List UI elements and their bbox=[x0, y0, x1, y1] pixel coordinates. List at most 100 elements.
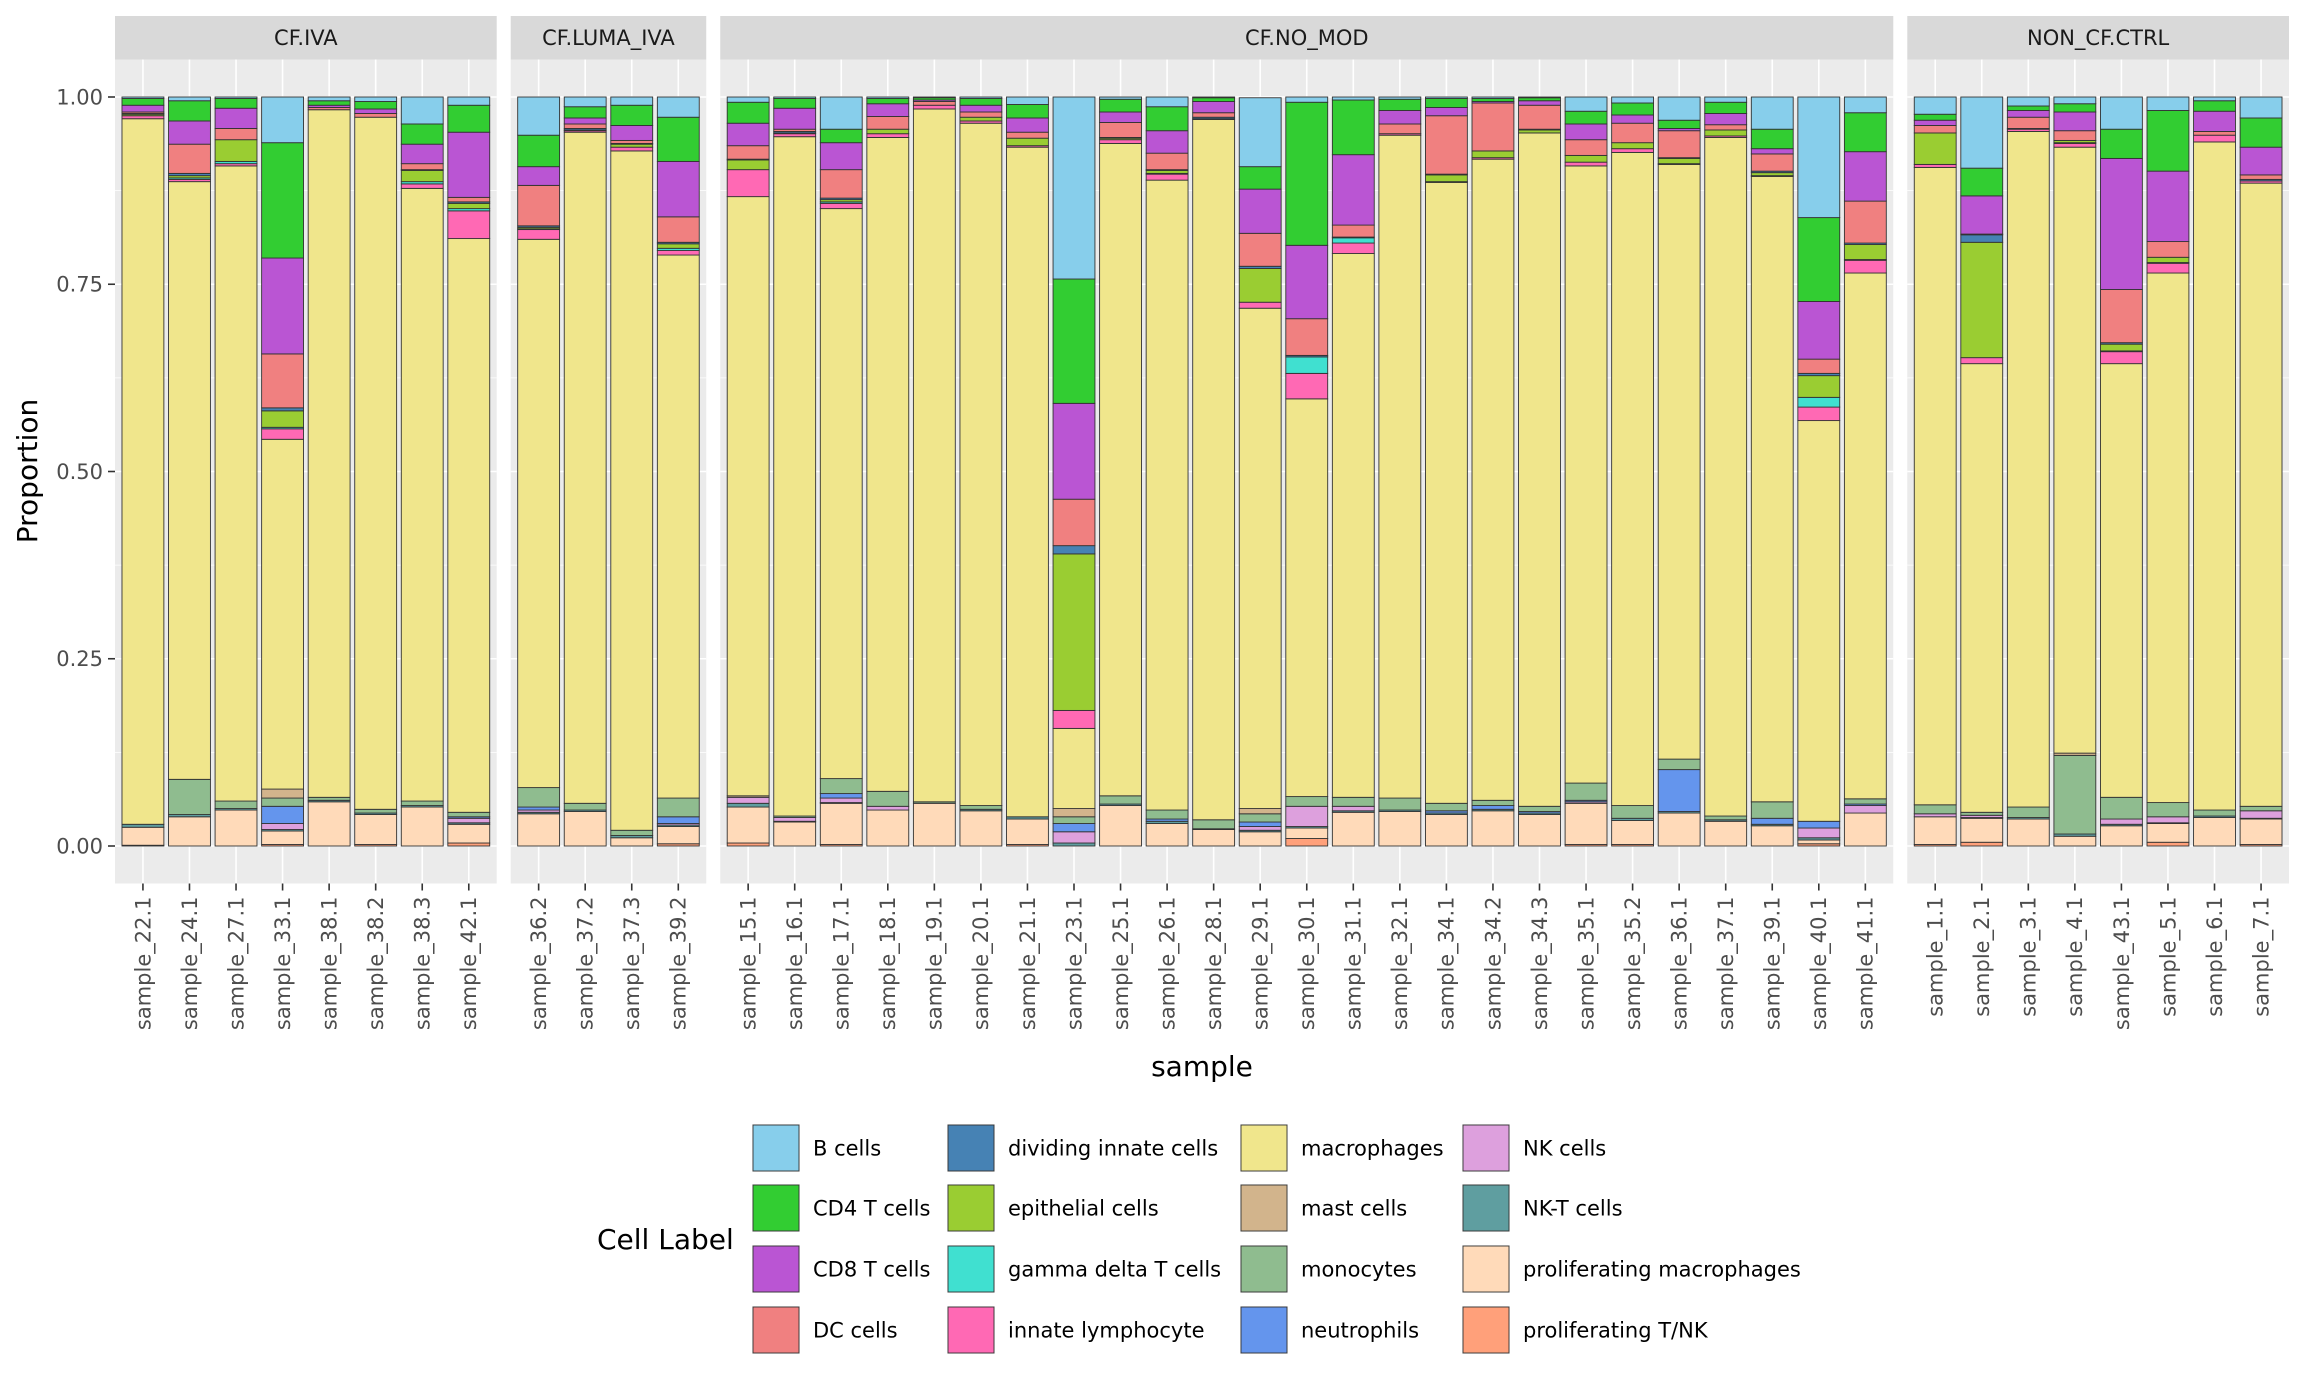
bar-segment-dc-cells bbox=[1099, 122, 1142, 138]
bar-segment-monocytes bbox=[959, 805, 1003, 810]
bar-segment-cd8-t-cells bbox=[1797, 301, 1841, 360]
bar-segment-monocytes bbox=[563, 802, 607, 811]
bar-segment-dc-cells bbox=[1331, 224, 1375, 238]
facet-strip-label: CF.IVA bbox=[274, 26, 338, 50]
bar-segment-epithelial-cells bbox=[1425, 174, 1468, 183]
bar-sample-37-3 bbox=[610, 96, 654, 847]
bar-segment-cd4-t-cells bbox=[1704, 101, 1748, 114]
bar-segment-b-cells bbox=[1331, 96, 1375, 101]
bar-segment-macrophages bbox=[866, 136, 910, 792]
bar-segment-epithelial-cells bbox=[959, 116, 1003, 122]
bar-segment-nk-cells bbox=[2146, 816, 2190, 824]
bar-sample-38-2 bbox=[354, 96, 398, 847]
bar-segment-monocytes bbox=[354, 808, 398, 814]
bar-segment-monocytes bbox=[1843, 798, 1887, 805]
bar-segment-dc-cells bbox=[1750, 153, 1794, 172]
legend-label: macrophages bbox=[1301, 1136, 1444, 1160]
bar-sample-23-1 bbox=[1052, 96, 1096, 847]
bar-segment-nk-cells bbox=[819, 797, 863, 804]
bar-segment-innate-lymphocyte bbox=[1960, 357, 2004, 365]
legend-entry-dividing-innate-cells: dividing innate cells bbox=[947, 1124, 1218, 1172]
bar-segment-dc-cells bbox=[912, 101, 956, 106]
bar-segment-innate-lymphocyte bbox=[656, 250, 700, 256]
bar-sample-32-1 bbox=[1378, 96, 1422, 847]
bar-segment-monocytes bbox=[1750, 801, 1794, 819]
bar-segment-innate-lymphocyte bbox=[2053, 142, 2097, 148]
bar-segment-neutrophils bbox=[1797, 820, 1841, 829]
bar-sample-35-1 bbox=[1564, 96, 1608, 847]
bar-segment-b-cells bbox=[2146, 96, 2190, 111]
legend-entry-neutrophils: neutrophils bbox=[1240, 1306, 1419, 1354]
bar-segment-proliferating-macrophages bbox=[1099, 805, 1142, 847]
y-axis-title: Proportion bbox=[11, 399, 44, 543]
bar-sample-36-1 bbox=[1657, 96, 1701, 847]
x-tick-label: sample_23.1 bbox=[1062, 897, 1087, 1031]
bar-sample-34-1 bbox=[1425, 96, 1468, 847]
x-tick-label: sample_22.1 bbox=[131, 897, 156, 1031]
x-tick-label: sample_7.1 bbox=[2249, 897, 2274, 1017]
bar-segment-monocytes bbox=[1425, 802, 1468, 812]
bar-segment-cd4-t-cells bbox=[959, 98, 1003, 106]
bar-segment-cd8-t-cells bbox=[1145, 130, 1189, 154]
bar-segment-b-cells bbox=[2100, 96, 2143, 130]
bar-segment-cd4-t-cells bbox=[2053, 103, 2097, 113]
bar-segment-monocytes bbox=[819, 778, 863, 795]
bar-segment-monocytes bbox=[656, 797, 700, 818]
bar-segment-dc-cells bbox=[1285, 318, 1329, 356]
y-axis: 0.00 0.25 0.50 0.75 1.00 bbox=[56, 85, 115, 858]
bar-segment-cd8-t-cells bbox=[1052, 402, 1096, 500]
bar-segment-cd8-t-cells bbox=[447, 131, 491, 198]
bar-segment-macrophages bbox=[1843, 272, 1887, 800]
bar-segment-proliferating-macrophages bbox=[168, 816, 211, 847]
legend-key-swatch bbox=[752, 1245, 800, 1293]
legend-entry-nk-t-cells: NK-T cells bbox=[1462, 1184, 1623, 1232]
bar-segment-cd8-t-cells bbox=[1285, 244, 1329, 320]
bar-segment-proliferating-macrophages bbox=[1657, 812, 1701, 847]
legend-key-swatch bbox=[947, 1124, 995, 1172]
bar-segment-b-cells bbox=[2053, 96, 2097, 105]
bar-segment-dc-cells bbox=[1425, 115, 1468, 175]
x-tick-label: sample_34.1 bbox=[1435, 897, 1460, 1031]
bar-segment-cd4-t-cells bbox=[610, 104, 654, 126]
bar-segment-proliferating-macrophages bbox=[610, 837, 654, 847]
bar-segment-epithelial-cells bbox=[214, 139, 258, 162]
bar-segment-innate-lymphocyte bbox=[2100, 351, 2143, 365]
bar-sample-1-1 bbox=[1913, 96, 1957, 847]
bar-segment-macrophages bbox=[2239, 182, 2283, 807]
bar-segment-monocytes bbox=[168, 778, 211, 815]
bar-segment-cd4-t-cells bbox=[447, 104, 491, 133]
x-tick-label: sample_32.1 bbox=[1388, 897, 1413, 1031]
bar-segment-b-cells bbox=[214, 96, 258, 99]
bar-segment-nk-cells bbox=[1238, 826, 1282, 831]
bar-segment-innate-lymphocyte bbox=[2193, 134, 2236, 143]
bar-segment-b-cells bbox=[1192, 96, 1236, 99]
bar-segment-monocytes bbox=[1238, 813, 1282, 823]
bar-segment-monocytes bbox=[1145, 809, 1189, 820]
bar-sample-6-1 bbox=[2193, 96, 2236, 847]
bar-segment-b-cells bbox=[168, 96, 211, 102]
bar-segment-proliferating-macrophages bbox=[819, 802, 863, 845]
y-tick-label: 0.00 bbox=[56, 834, 103, 858]
legend-label: neutrophils bbox=[1301, 1318, 1419, 1342]
bar-segment-gamma-delta-t-cells bbox=[1797, 396, 1841, 408]
bar-segment-dc-cells bbox=[447, 196, 491, 203]
bar-segment-innate-lymphocyte bbox=[610, 146, 654, 152]
bar-segment-proliferating-macrophages bbox=[400, 806, 444, 847]
bar-segment-neutrophils bbox=[819, 793, 863, 799]
bar-segment-nk-cells bbox=[2100, 818, 2143, 825]
bar-segment-proliferating-macrophages bbox=[2239, 818, 2283, 845]
bar-sample-41-1 bbox=[1843, 96, 1887, 847]
bar-segment-cd8-t-cells bbox=[1843, 151, 1887, 202]
bar-segment-proliferating-macrophages bbox=[1425, 814, 1468, 847]
bar-segment-nk-cells bbox=[2239, 810, 2283, 819]
legend-key-swatch bbox=[1240, 1184, 1288, 1232]
legend-key-swatch bbox=[752, 1306, 800, 1354]
bar-segment-cd8-t-cells bbox=[168, 120, 211, 145]
bar-segment-epithelial-cells bbox=[656, 243, 700, 249]
legend-key-swatch bbox=[947, 1245, 995, 1293]
x-tick-label: sample_39.2 bbox=[667, 897, 692, 1031]
bar-segment-b-cells bbox=[2006, 96, 2050, 107]
legend-key-swatch bbox=[1240, 1124, 1288, 1172]
bar-segment-cd4-t-cells bbox=[1611, 102, 1654, 116]
bar-segment-epithelial-cells bbox=[1006, 137, 1049, 147]
